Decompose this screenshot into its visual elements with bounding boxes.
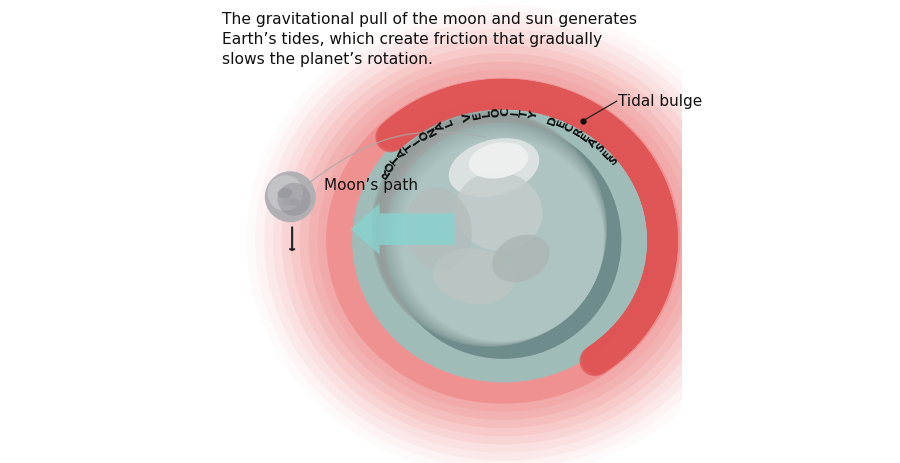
Text: The gravitational pull of the moon and sun generates
Earth’s tides, which create: The gravitational pull of the moon and s… [222,12,637,68]
Text: L: L [444,117,455,127]
Ellipse shape [433,248,514,304]
Circle shape [387,125,606,344]
Text: R: R [572,126,585,138]
Circle shape [267,175,303,211]
Text: O: O [418,128,431,141]
Ellipse shape [318,70,689,412]
Circle shape [398,136,604,342]
Circle shape [374,114,607,346]
Text: A: A [587,136,600,149]
Text: O: O [491,107,501,117]
Circle shape [371,111,608,347]
Ellipse shape [282,37,724,444]
Ellipse shape [326,78,680,404]
Circle shape [381,120,606,345]
Text: E: E [555,118,567,129]
Text: E: E [472,110,482,119]
Text: S: S [594,142,608,155]
Text: C: C [563,122,576,133]
Circle shape [395,133,605,343]
Text: A: A [435,119,447,131]
Ellipse shape [454,172,543,251]
Ellipse shape [352,99,654,382]
Text: R: R [378,166,391,179]
Text: C: C [500,108,510,116]
Text: T: T [390,152,402,165]
Ellipse shape [300,53,706,428]
Circle shape [390,129,605,344]
Ellipse shape [256,13,751,463]
Circle shape [392,130,605,343]
Circle shape [277,183,310,216]
Polygon shape [350,204,454,255]
Text: A: A [396,145,409,158]
Text: O: O [383,158,397,172]
Text: I: I [411,135,422,144]
Ellipse shape [273,29,734,452]
Ellipse shape [405,188,472,270]
Text: N: N [426,123,439,137]
Ellipse shape [282,197,294,206]
Ellipse shape [469,143,528,179]
Text: V: V [462,111,473,122]
Ellipse shape [277,188,292,198]
Circle shape [265,171,316,222]
Ellipse shape [291,45,716,436]
Circle shape [383,123,606,344]
Text: I: I [510,110,520,115]
Circle shape [393,131,605,343]
Circle shape [385,123,621,359]
Polygon shape [595,343,612,367]
Text: Tidal bulge: Tidal bulge [618,94,702,109]
Circle shape [376,115,607,346]
Ellipse shape [449,138,539,197]
Circle shape [379,118,607,345]
Text: E: E [580,131,592,143]
Ellipse shape [265,21,742,461]
Text: T: T [403,139,416,152]
Circle shape [389,127,605,344]
Circle shape [400,138,604,342]
Text: T: T [519,109,530,118]
Circle shape [397,134,604,342]
Text: Moon’s path: Moon’s path [324,178,418,193]
Ellipse shape [492,235,550,282]
Circle shape [373,113,607,347]
Ellipse shape [290,199,300,206]
Circle shape [382,121,606,345]
Ellipse shape [309,62,698,420]
Text: L: L [481,109,491,117]
Circle shape [385,123,621,359]
Text: E: E [601,149,614,161]
Text: D: D [546,114,559,126]
Circle shape [377,117,607,346]
Ellipse shape [326,78,680,404]
Circle shape [401,139,604,341]
Circle shape [385,124,606,344]
Text: Y: Y [528,110,540,120]
Text: S: S [608,155,620,168]
